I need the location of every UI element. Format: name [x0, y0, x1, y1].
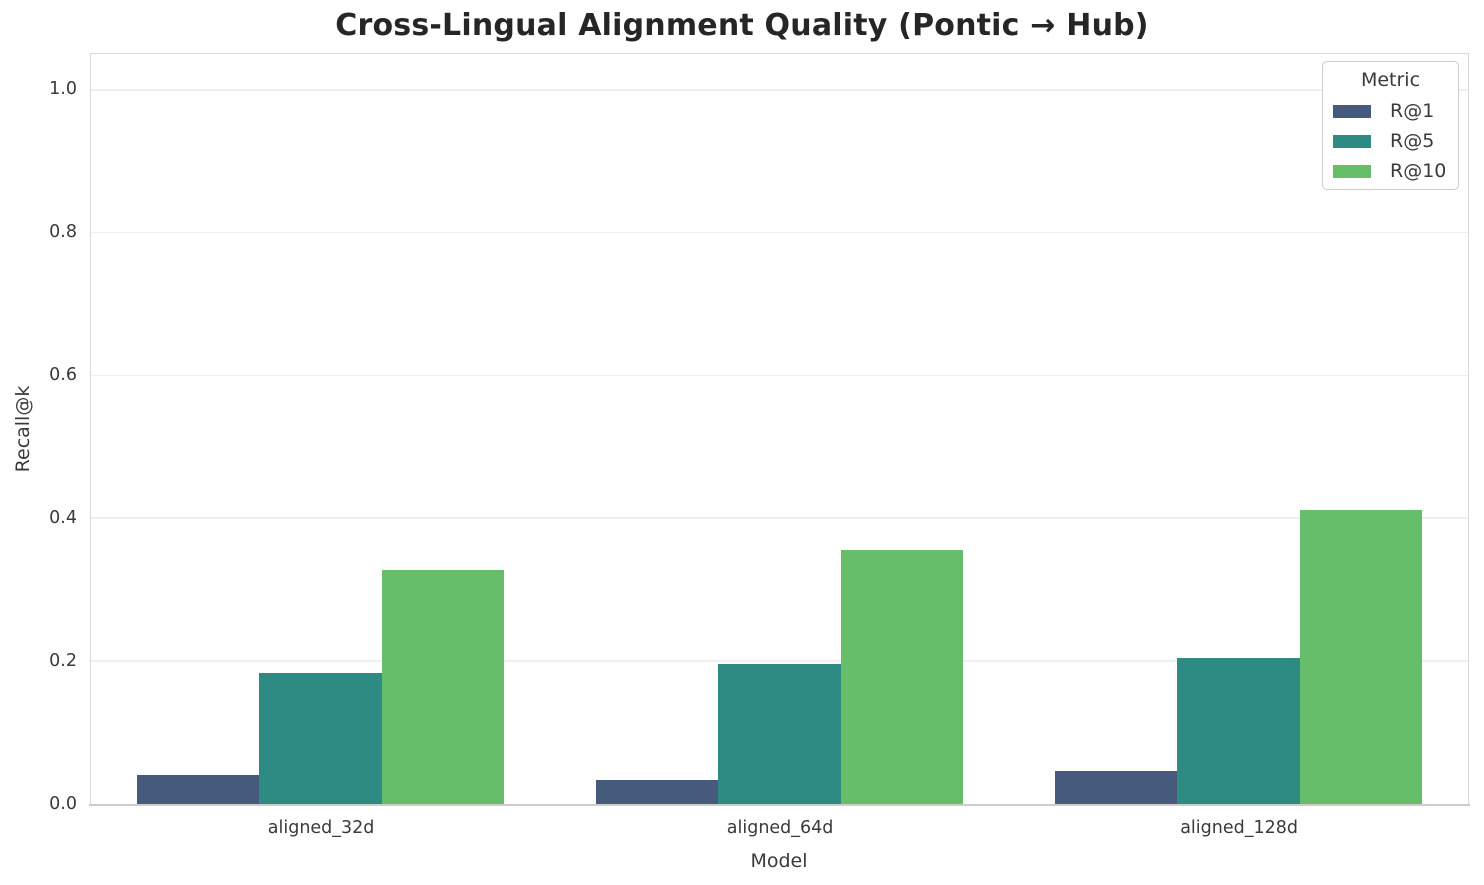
gridline: [91, 660, 1468, 662]
x-axis-ticks: aligned_32d aligned_64d aligned_128d: [90, 818, 1469, 844]
legend-title: Metric: [1360, 69, 1421, 91]
y-tick-label: 0.0: [49, 793, 77, 814]
bar-aligned_64d-R@10: [840, 550, 964, 804]
y-tick-label: 0.2: [49, 650, 77, 671]
y-axis-label: Recall@k: [12, 385, 34, 473]
bar-aligned_128d-R@1: [1054, 771, 1178, 804]
legend-swatch: [1333, 164, 1371, 178]
bar-aligned_128d-R@10: [1299, 509, 1423, 804]
y-tick-label: 0.6: [49, 365, 77, 386]
bar-aligned_128d-R@5: [1177, 658, 1300, 804]
legend-label: R@5: [1390, 130, 1435, 152]
y-tick-label: 0.8: [49, 222, 77, 243]
x-tick-label: aligned_32d: [267, 818, 375, 838]
gridline: [91, 231, 1468, 234]
plot-area: [89, 53, 1470, 807]
chart-title: Cross-Lingual Alignment Quality (Pontic …: [335, 8, 1149, 43]
gridline: [91, 374, 1468, 377]
y-tick-label: 0.4: [49, 507, 77, 528]
x-axis-label: Model: [750, 850, 808, 872]
bar-aligned_32d-R@5: [259, 672, 382, 804]
legend-entry: R@10: [1323, 156, 1458, 186]
bar-aligned_32d-R@10: [381, 570, 505, 804]
legend-label: R@10: [1390, 160, 1447, 182]
legend: Metric R@1 R@5 R@10: [1322, 61, 1459, 190]
legend-entry: R@5: [1323, 126, 1458, 156]
legend-swatch: [1333, 134, 1371, 148]
legend-label: R@1: [1390, 100, 1435, 122]
x-tick-label: aligned_64d: [726, 818, 834, 838]
y-tick-label: 1.0: [49, 79, 77, 100]
bar-aligned_64d-R@1: [595, 779, 719, 804]
bar-aligned_64d-R@5: [718, 664, 841, 804]
gridline: [91, 517, 1468, 520]
legend-swatch: [1333, 104, 1371, 118]
gridline: [91, 88, 1468, 91]
y-axis-ticks: 0.0 0.2 0.4 0.6 0.8 1.0: [0, 53, 77, 813]
legend-entry: R@1: [1323, 96, 1458, 126]
x-axis-line: [89, 803, 1470, 807]
bar-aligned_32d-R@1: [136, 774, 260, 804]
x-tick-label: aligned_128d: [1180, 818, 1298, 838]
